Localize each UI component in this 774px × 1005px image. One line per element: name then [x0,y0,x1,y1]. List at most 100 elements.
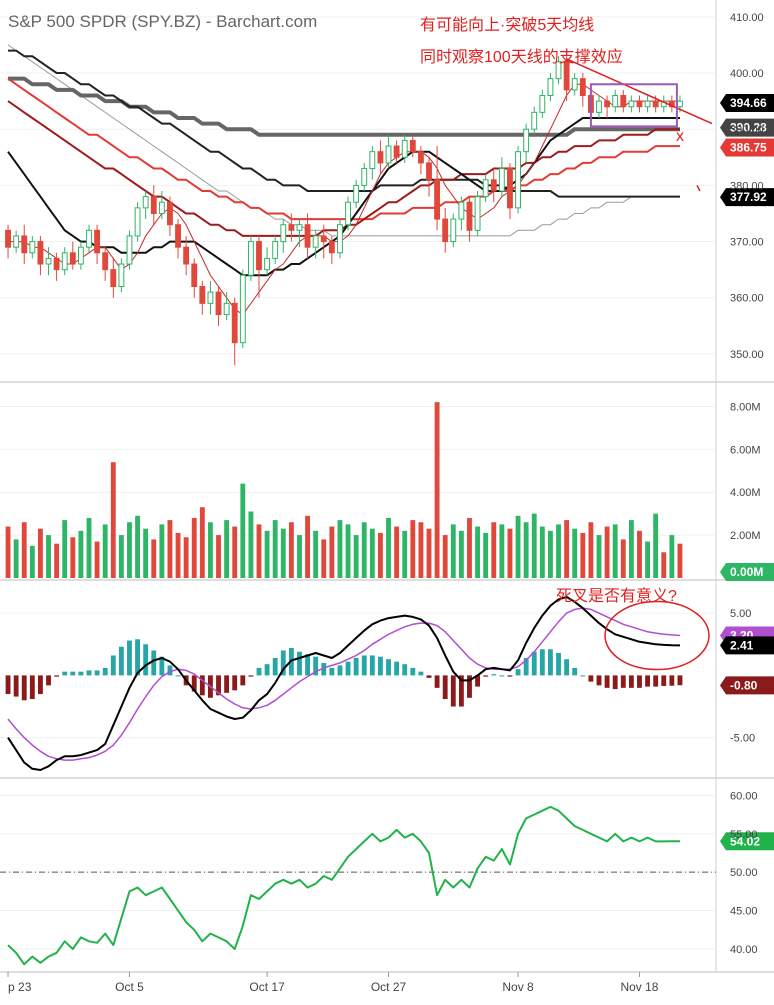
volume-bar [539,526,545,578]
macd-histogram-bar [313,656,319,676]
macd-badge-shape [720,636,774,655]
price-badge: 394.66 [720,94,774,113]
candle-body [596,100,602,113]
volume-bar [78,530,84,578]
candle-body [264,257,271,271]
volume-bar [564,520,570,578]
volume-bar [175,532,181,578]
candle-body [369,151,376,170]
candle-body [677,100,683,108]
candle-body [126,235,133,265]
macd-histogram-bar [143,644,149,676]
macd-histogram-bar [135,639,140,676]
candle-body [45,257,52,265]
candle-body [458,201,465,220]
macd-histogram-bar [191,675,197,692]
volume-bar [13,539,19,578]
price-badge-shape [720,188,774,207]
volume-bar [232,526,238,578]
x-tick-label: Oct 27 [371,980,407,994]
y-tick-label: 400.00 [730,68,764,80]
macd-histogram-bar [410,667,416,676]
candle-body [636,100,643,108]
volume-bar [386,517,391,578]
price-badge-shape [720,118,774,137]
volume-bar [288,522,294,578]
macd-histogram-bar [70,671,76,676]
volume-bar [531,513,537,578]
volume-bar [661,552,667,578]
y-tick-label: -5.00 [730,733,755,745]
focus-box [589,83,678,128]
volume-bar [361,522,367,578]
candle-body [134,207,141,237]
candle-body [328,241,335,254]
volume-bar [596,535,602,578]
ma-line-5 [8,83,680,316]
macd-histogram-bar [467,675,472,698]
ma-line-gray [7,44,680,237]
candle-body [353,184,360,203]
candle-body [442,218,449,243]
axis-labels: 410.00 400.00 390.00 380.00 370.00 360.00 350.… [7,12,764,994]
y-tick-label: 380.00 [730,180,764,192]
price-badge: 386.75 [720,138,774,157]
candle-body [571,78,578,91]
macd-histogram-bar [127,640,132,676]
macd-histogram-bar [94,670,100,676]
candle-body [215,291,222,316]
macd-histogram-bar [394,661,400,676]
macd-histogram-bar [224,675,230,693]
macd-histogram-bar [450,675,456,707]
macd-histogram-bar [515,669,521,676]
macd-histogram-bar [491,674,497,676]
volume-bar [5,526,11,578]
volume-bar [46,535,51,578]
macd-histogram-bar [637,675,642,688]
macd-panel: 3.202.41-0.80 [5,595,774,771]
candle-body [507,168,513,209]
macd-badge-shape [720,676,774,695]
macd-histogram-bar [272,657,278,676]
price-badge-shape [720,138,774,157]
candle-body [385,145,392,164]
volume-bar [135,515,140,578]
macd-histogram-bar [321,662,327,676]
macd-histogram-bar [199,675,205,696]
y-tick-label: 5.00 [730,608,751,620]
candle-body [612,95,619,108]
macd-badge-text: -0.80 [730,678,758,692]
volume-bar [264,530,270,578]
candle-body [69,252,76,265]
macd-histogram-bar [21,675,27,701]
macd-histogram-bar [54,675,60,677]
macd-histogram-bar [653,675,659,687]
volume-bar [94,541,100,578]
volume-bar [677,543,683,578]
volume-bar [305,515,310,578]
volume-bar [483,532,489,578]
candle-body [515,151,521,209]
macd-histogram-bar [329,667,335,676]
volume-panel: 0.00M [5,402,774,581]
y-tick-label: 350.00 [730,349,764,361]
macd-badge-text: 2.41 [730,638,754,652]
volume-bar [645,541,650,578]
volume-bar [62,520,68,578]
candle-body [13,235,20,248]
candle-body [434,179,441,220]
macd-histogram-bar [661,675,667,686]
volume-bar [102,524,108,578]
candle-body [247,241,254,276]
macd-histogram-bar [46,675,51,686]
macd-histogram-bar [232,675,238,691]
x-tick-label: Oct 17 [249,980,285,994]
y-tick-label: 6.00M [730,444,761,456]
volume-bar [199,507,205,578]
volume-bar [450,524,456,578]
candle-body [620,95,627,108]
macd-histogram-bar [175,675,181,677]
volume-bar [442,535,448,578]
volume-bar [216,535,221,578]
